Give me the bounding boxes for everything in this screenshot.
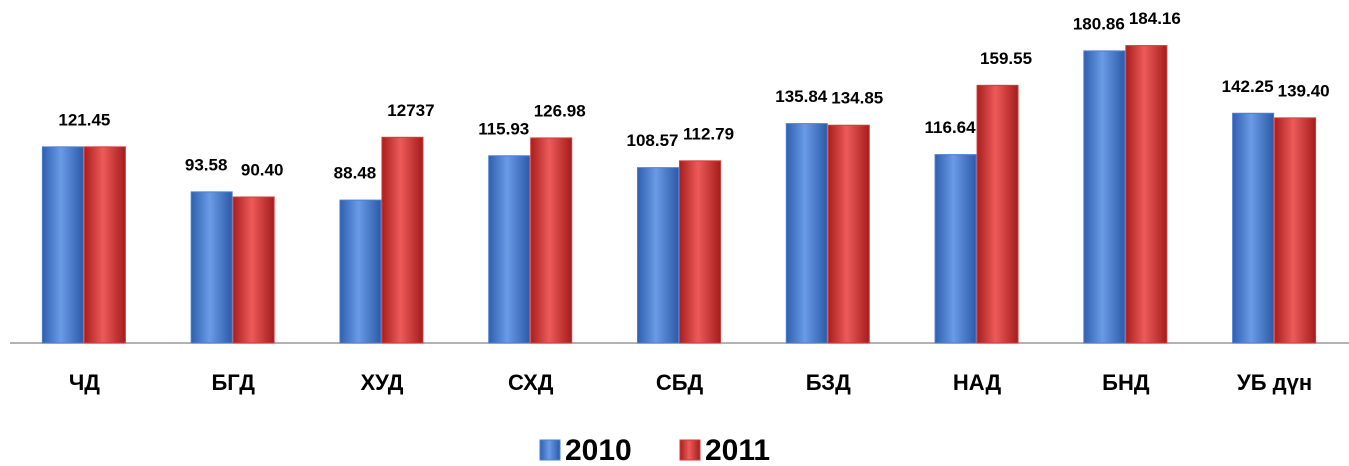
value-label: 108.57 xyxy=(627,131,679,150)
bar xyxy=(339,199,382,344)
value-label: 142.25 xyxy=(1222,77,1274,96)
bar xyxy=(1125,45,1168,344)
x-tick-label: НАД xyxy=(953,370,1002,395)
bar xyxy=(488,155,531,344)
x-tick-label: ЧД xyxy=(69,370,100,395)
legend-label: 2010 xyxy=(565,434,632,466)
legend-swatch xyxy=(679,439,701,461)
bar xyxy=(827,124,870,344)
value-label: 126.98 xyxy=(534,101,586,120)
x-tick-label: УБ дүн xyxy=(1237,370,1312,395)
value-label: 134.85 xyxy=(831,89,883,108)
bar xyxy=(381,136,424,344)
bar xyxy=(934,154,977,344)
value-label: 116.64 xyxy=(925,118,977,137)
x-tick-label: БНД xyxy=(1102,370,1150,395)
x-tick-label: БЗД xyxy=(806,370,851,395)
bar xyxy=(785,123,828,344)
value-label: 135.84 xyxy=(775,87,828,106)
bar xyxy=(83,146,126,344)
bar xyxy=(1083,50,1126,344)
value-label: 88.48 xyxy=(334,164,377,183)
bar xyxy=(637,167,679,344)
value-label: 159.55 xyxy=(980,49,1032,68)
bar xyxy=(190,191,233,344)
value-label: 184.16 xyxy=(1129,9,1181,28)
bar xyxy=(232,196,275,344)
bar xyxy=(530,137,573,344)
value-label: 115.93 xyxy=(478,119,529,138)
value-label: 90.40 xyxy=(241,160,284,179)
bar xyxy=(976,84,1019,344)
value-label: 93.58 xyxy=(185,155,228,174)
bar xyxy=(41,146,84,344)
value-label: 12737 xyxy=(387,101,434,120)
value-label: 139.40 xyxy=(1278,81,1330,100)
legend-swatch xyxy=(539,439,561,461)
x-tick-label: СХД xyxy=(508,370,554,395)
x-tick-label: ХУД xyxy=(360,370,403,395)
bar xyxy=(1274,117,1317,344)
bar xyxy=(679,160,721,344)
legend-label: 2011 xyxy=(705,434,770,466)
x-tick-label: СБД xyxy=(656,370,704,395)
value-label: 121.45 xyxy=(58,110,110,129)
bar xyxy=(1232,112,1275,344)
value-label: 112.79 xyxy=(683,124,734,143)
x-tick-label: БГД xyxy=(211,370,255,395)
value-label: 180.86 xyxy=(1073,14,1125,33)
